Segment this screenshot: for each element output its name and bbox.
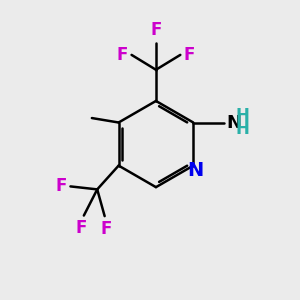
Text: F: F [100, 220, 112, 238]
Text: N: N [227, 113, 242, 131]
Text: F: F [76, 219, 87, 237]
Text: H: H [236, 120, 250, 138]
Text: F: F [56, 177, 67, 195]
Text: F: F [150, 21, 162, 39]
Text: F: F [117, 46, 128, 64]
Text: F: F [184, 46, 195, 64]
Text: N: N [188, 161, 204, 181]
Text: H: H [236, 107, 250, 125]
